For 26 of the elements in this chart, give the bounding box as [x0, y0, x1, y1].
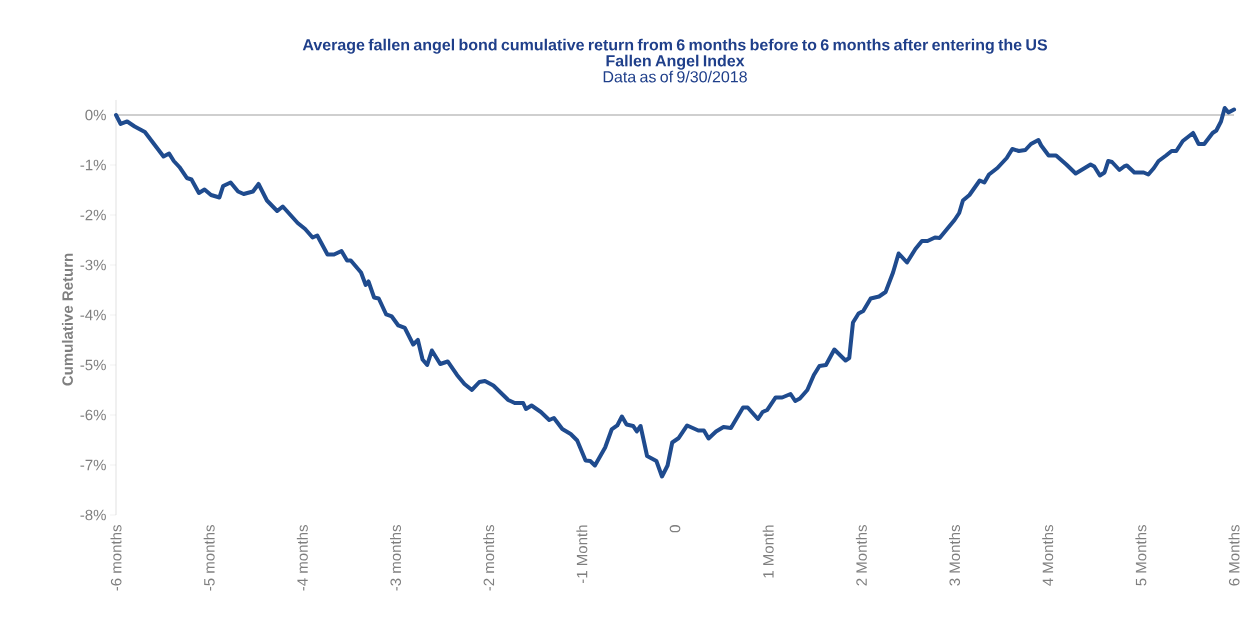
y-tick-label: 0%: [85, 109, 106, 121]
y-tick-label: -4%: [80, 309, 106, 321]
x-tick-label: -3 months: [390, 525, 402, 591]
x-tick-label: -6 months: [110, 525, 122, 591]
x-tick-label: 0: [669, 525, 681, 533]
x-tick-label: 4 Months: [1042, 525, 1054, 586]
y-axis-title: Cumulative Return: [61, 253, 73, 386]
y-tick-label: -5%: [80, 359, 106, 371]
y-tick-label: -1%: [80, 159, 106, 171]
chart-title: Average fallen angel bond cumulative return from 6 months before to 6 months after entering the US Fallen Angel Index: [302, 38, 1047, 70]
x-tick-label: 6 Months: [1228, 525, 1240, 586]
y-tick-label: -3%: [80, 259, 106, 271]
y-tick-label: -8%: [80, 509, 106, 521]
x-tick-label: -1 Month: [576, 525, 588, 584]
y-tick-label: -2%: [80, 209, 106, 221]
y-tick-label: -6%: [80, 409, 106, 421]
x-tick-label: 2 Months: [855, 525, 867, 586]
x-tick-label: 5 Months: [1135, 525, 1147, 586]
x-tick-label: 3 Months: [949, 525, 961, 586]
y-tick-label: -7%: [80, 459, 106, 471]
line-series: [114, 105, 1237, 479]
x-tick-label: -2 months: [483, 525, 495, 591]
x-tick-label: -5 months: [203, 525, 215, 591]
x-tick-label: -4 months: [296, 525, 308, 591]
chart-subtitle: Data as of 9/30/2018: [603, 70, 747, 83]
x-tick-label: 1 Month: [762, 525, 774, 578]
